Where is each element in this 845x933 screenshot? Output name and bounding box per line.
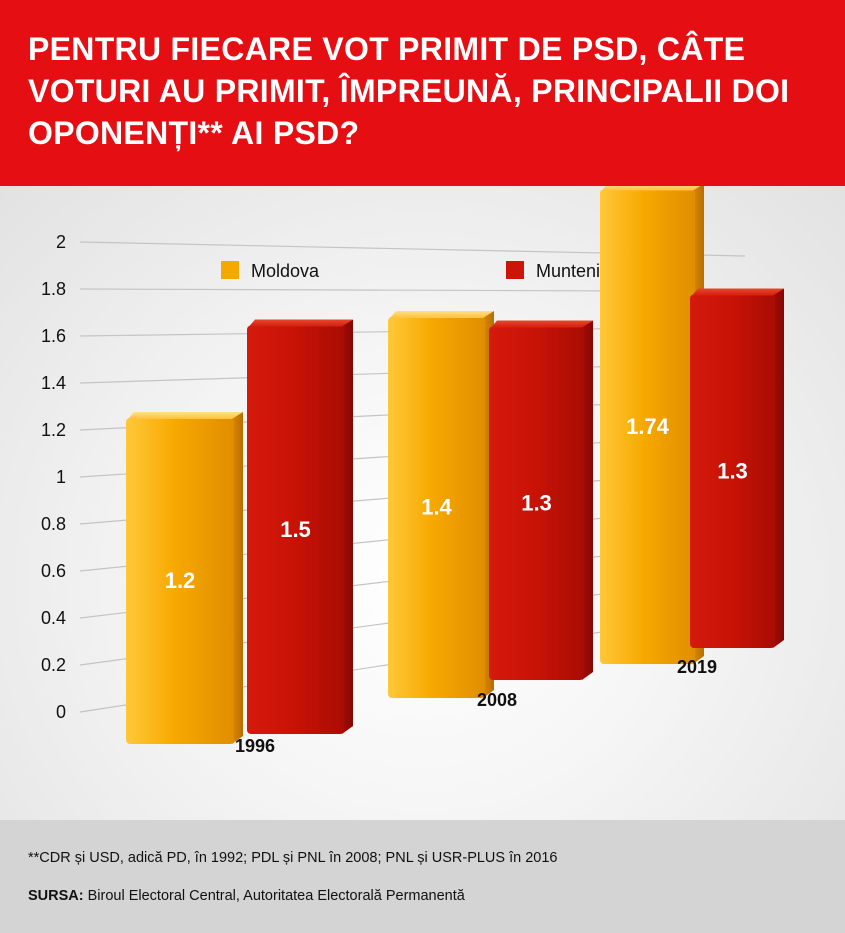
bar-top-muntenia-2019: [692, 288, 784, 296]
source-line: SURSA: Biroul Electoral Central, Autorit…: [28, 888, 465, 904]
legend-swatch-muntenia: [506, 261, 524, 279]
bar-chart: 2 1.8 1.6 1.4 1.2 1 0.8 0.6 0.4 0.2 0 Moldova Munte…: [41, 186, 784, 756]
bar-muntenia-1996: [247, 325, 344, 734]
legend-label-muntenia: Muntenia: [536, 261, 611, 281]
data-label-muntenia-2019: 1.3: [717, 458, 748, 483]
data-label-moldova-1996: 1.2: [165, 568, 196, 593]
x-tick-label-2008: 2008: [477, 690, 517, 710]
footnote: **CDR și USD, adică PD, în 1992; PDL și …: [28, 850, 558, 866]
bar-side-moldova-1996: [232, 412, 243, 744]
y-tick-label: 1.2: [41, 420, 66, 440]
legend-swatch-moldova: [221, 261, 239, 279]
source-text: Biroul Electoral Central, Autoritatea El…: [83, 888, 465, 904]
y-tick-label: 1.6: [41, 326, 66, 346]
y-tick-label: 0.4: [41, 608, 66, 628]
x-tick-label-2019: 2019: [677, 657, 717, 677]
y-tick-label: 2: [56, 232, 66, 252]
bar-top-muntenia-2008: [491, 320, 593, 328]
chart-title: PENTRU FIECARE VOT PRIMIT DE PSD, CÂTE V…: [28, 31, 790, 151]
y-tick-label: 0: [56, 702, 66, 722]
x-axis-labels: 1996 2008 2019: [235, 657, 717, 756]
x-tick-label-1996: 1996: [235, 736, 275, 756]
bar-side-muntenia-2019: [773, 288, 784, 648]
legend-label-moldova: Moldova: [251, 261, 320, 281]
y-tick-label: 0.8: [41, 514, 66, 534]
y-tick-label: 0.2: [41, 655, 66, 675]
bars: 1.2 1.5 1.4 1.3 1.74 1.3: [126, 186, 784, 744]
footer: [0, 820, 845, 933]
bar-muntenia-2008: [489, 326, 584, 680]
bar-top-moldova-2008: [390, 311, 494, 318]
bar-side-muntenia-2008: [582, 320, 593, 680]
bar-top-moldova-1996: [128, 412, 243, 419]
y-tick-label: 0.6: [41, 561, 66, 581]
title-banner: [0, 0, 845, 186]
bar-muntenia-2019: [690, 294, 775, 648]
y-axis-ticks: 2 1.8 1.6 1.4 1.2 1 0.8 0.6 0.4 0.2 0: [41, 232, 66, 722]
bar-side-muntenia-1996: [342, 319, 353, 734]
bar-top-muntenia-1996: [249, 319, 353, 327]
source-label: SURSA:: [28, 888, 84, 904]
bar-moldova-2019: [600, 189, 695, 664]
bar-top-moldova-2019: [602, 186, 701, 191]
y-tick-label: 1.4: [41, 373, 66, 393]
bar-moldova-2008: [388, 317, 485, 698]
legend: Moldova Muntenia: [221, 261, 611, 281]
data-label-moldova-2008: 1.4: [421, 495, 452, 520]
y-tick-label: 1: [56, 467, 66, 487]
y-tick-label: 1.8: [41, 279, 66, 299]
data-label-moldova-2019: 1.74: [626, 414, 670, 439]
data-label-muntenia-1996: 1.5: [280, 517, 311, 542]
data-label-muntenia-2008: 1.3: [521, 490, 552, 515]
bar-moldova-1996: [126, 418, 234, 744]
